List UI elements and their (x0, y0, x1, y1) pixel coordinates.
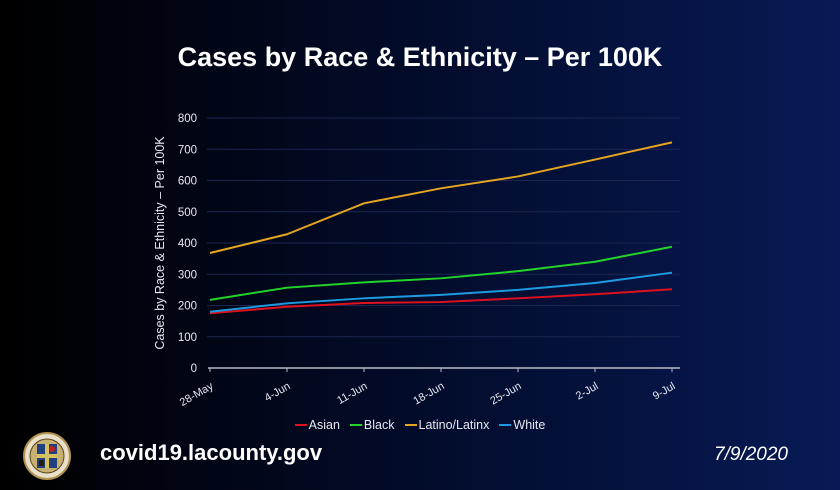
legend-swatch (404, 424, 417, 426)
x-tick-label: 18-Jun (411, 380, 446, 407)
y-tick-label: 300 (178, 269, 197, 281)
x-tick-label: 2-Jul (574, 380, 601, 402)
website-url[interactable]: covid19.lacounty.gov (100, 440, 323, 465)
series-line-asian (209, 288, 673, 315)
x-tick-label: 4-Jun (263, 380, 293, 404)
y-tick-label: 600 (178, 176, 197, 188)
legend-item: Asian (294, 418, 340, 432)
chart-legend: Asian Black Latino/Latinx White (0, 418, 840, 432)
y-tick-label: 200 (178, 301, 197, 313)
series-lines (209, 141, 673, 315)
legend-label: Black (363, 418, 395, 432)
legend-label: White (513, 418, 546, 432)
legend-item: White (499, 418, 545, 432)
y-tick-label: 100 (178, 332, 197, 344)
legend-label: Asian (308, 418, 340, 432)
x-tick-label: 25-Jun (488, 380, 523, 407)
x-tick-label: 11-Jun (335, 380, 369, 407)
y-axis-label: Cases by Race & Ethnicity – Per 100K (153, 136, 167, 350)
legend-swatch (349, 424, 362, 426)
y-tick-label: 0 (191, 363, 197, 375)
series-line-white (209, 271, 673, 313)
series-line-black (209, 245, 673, 301)
y-tick-label: 500 (178, 207, 197, 219)
line-chart: 0 100 200 300 400 500 600 700 800 28-May 4-Jun 11-… (153, 113, 680, 409)
y-tick-label: 400 (178, 238, 197, 250)
y-tick-label: 700 (178, 144, 197, 156)
x-tick-label: 9-Jul (651, 380, 678, 402)
legend-item: Black (349, 418, 395, 432)
y-tick-label: 800 (178, 113, 197, 125)
y-tick-labels: 0 100 200 300 400 500 600 700 800 (178, 113, 197, 375)
x-axis: 28-May 4-Jun 11-Jun 18-Jun 25-Jun 2-Jul 9-Jul (178, 367, 680, 409)
report-date: 7/9/2020 (714, 444, 788, 465)
legend-item: Latino/Latinx (404, 418, 490, 432)
series-line-latino-latinx (209, 141, 673, 254)
legend-swatch (294, 424, 307, 426)
county-seal-logo (23, 432, 71, 480)
legend-swatch (499, 424, 512, 426)
slide-title: Cases by Race & Ethnicity – Per 100K (177, 42, 663, 72)
x-tick-label: 28-May (178, 380, 216, 409)
gridlines (207, 117, 680, 338)
legend-label: Latino/Latinx (418, 418, 490, 432)
